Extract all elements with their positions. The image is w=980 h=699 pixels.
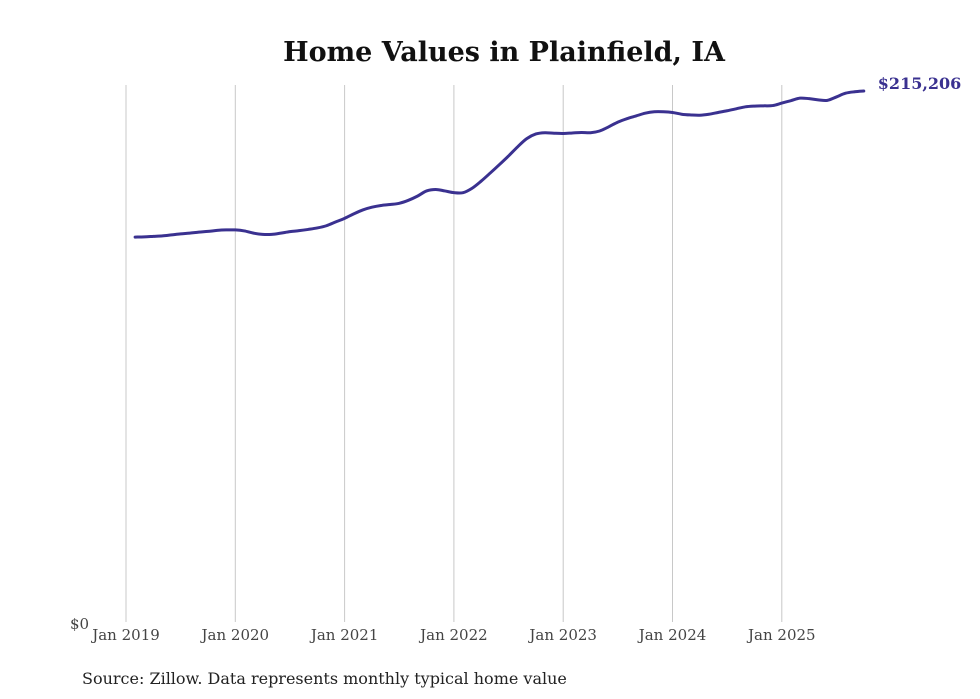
gridlines [125, 85, 783, 622]
x-axis-tick-labels: Jan 2019 Jan 2020 Jan 2021 Jan 2022 Jan 2023… [90, 626, 815, 644]
series-line-home-value [133, 89, 866, 239]
x-tick-label: Jan 2025 [746, 626, 816, 644]
series-layer [133, 89, 866, 239]
y-axis-zero-label: $0 [70, 615, 89, 633]
x-tick-label: Jan 2024 [637, 626, 707, 644]
end-value-label: $215,206 [878, 74, 962, 93]
x-tick-label: Jan 2022 [418, 626, 488, 644]
x-tick-label: Jan 2019 [90, 626, 160, 644]
chart-title: Home Values in Plainfield, IA [283, 37, 726, 68]
x-tick-label: Jan 2023 [527, 626, 597, 644]
x-tick-label: Jan 2020 [200, 626, 270, 644]
x-tick-label: Jan 2021 [309, 626, 379, 644]
source-note: Source: Zillow. Data represents monthly … [82, 669, 567, 688]
